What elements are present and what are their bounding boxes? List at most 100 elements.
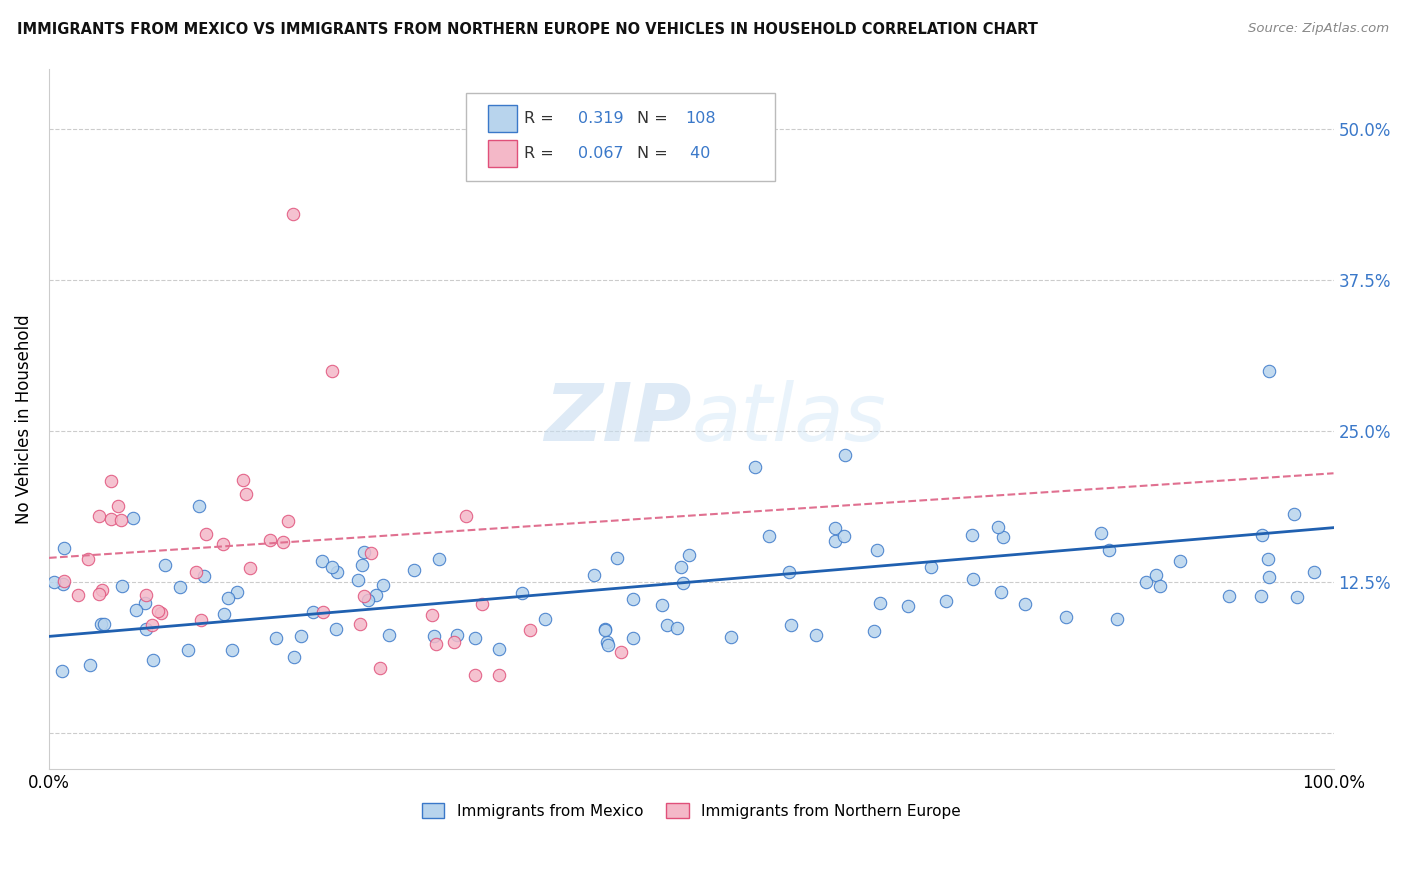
Point [657, 618, 679, 632]
Point [869, 596, 891, 610]
Point [135, 622, 157, 636]
Point [290, 629, 312, 643]
Point [1105, 612, 1128, 626]
Point [669, 560, 692, 574]
Point [259, 533, 281, 548]
Point [325, 623, 347, 637]
Point [52, 541, 75, 555]
Point [993, 531, 1015, 545]
Point [212, 536, 235, 550]
Point [463, 668, 485, 682]
Point [357, 592, 380, 607]
Point [232, 473, 254, 487]
FancyBboxPatch shape [488, 140, 516, 167]
Point [135, 588, 157, 602]
Point [188, 500, 211, 514]
Point [134, 596, 156, 610]
Point [371, 578, 394, 592]
Point [212, 607, 235, 621]
Point [107, 499, 129, 513]
Point [283, 650, 305, 665]
Point [744, 460, 766, 475]
Point [79, 657, 101, 672]
Point [779, 617, 801, 632]
Point [193, 569, 215, 583]
Point [920, 560, 942, 574]
Point [311, 554, 333, 568]
Point [90, 582, 112, 597]
Point [990, 584, 1012, 599]
Point [110, 513, 132, 527]
Point [423, 629, 446, 643]
Point [758, 529, 780, 543]
Point [87, 508, 110, 523]
Point [122, 511, 145, 525]
Point [368, 660, 391, 674]
Point [42, 575, 65, 590]
Text: 0.067: 0.067 [578, 145, 624, 161]
Point [264, 631, 287, 645]
Point [349, 617, 371, 632]
Point [897, 599, 920, 613]
Point [366, 588, 388, 602]
Point [1090, 526, 1112, 541]
Point [1135, 574, 1157, 589]
Point [598, 639, 620, 653]
Point [1258, 363, 1281, 377]
Point [1258, 570, 1281, 584]
Point [326, 566, 349, 580]
Point [1144, 568, 1167, 582]
Point [778, 565, 800, 579]
Point [378, 628, 401, 642]
Point [621, 591, 644, 606]
Text: ZIP: ZIP [544, 380, 692, 458]
Point [217, 591, 239, 606]
Point [488, 668, 510, 682]
Point [321, 363, 343, 377]
Point [150, 606, 173, 620]
Point [221, 643, 243, 657]
Point [350, 558, 373, 572]
Point [111, 580, 134, 594]
Point [277, 514, 299, 528]
Point [184, 566, 207, 580]
Point [100, 474, 122, 488]
Point [987, 520, 1010, 534]
Point [1098, 542, 1121, 557]
Point [420, 608, 443, 623]
Point [866, 542, 889, 557]
Point [321, 560, 343, 574]
Point [672, 576, 695, 591]
Text: N =: N = [637, 145, 668, 161]
Text: 40: 40 [685, 145, 710, 161]
Point [960, 528, 983, 542]
Point [582, 567, 605, 582]
Point [534, 612, 557, 626]
Point [824, 521, 846, 535]
Point [1282, 507, 1305, 521]
Point [605, 551, 627, 566]
Point [666, 622, 689, 636]
Text: 0.319: 0.319 [578, 111, 624, 126]
Point [596, 634, 619, 648]
Point [67, 588, 90, 602]
Point [425, 637, 447, 651]
Point [100, 512, 122, 526]
Text: 108: 108 [685, 111, 716, 126]
Point [77, 552, 100, 566]
Point [834, 448, 856, 462]
Point [281, 206, 304, 220]
Point [427, 552, 450, 566]
Point [621, 632, 644, 646]
Point [360, 546, 382, 560]
Point [235, 487, 257, 501]
Point [142, 653, 165, 667]
Y-axis label: No Vehicles in Household: No Vehicles in Household [15, 314, 32, 524]
Point [1251, 528, 1274, 542]
Point [446, 628, 468, 642]
Point [301, 605, 323, 619]
Point [510, 586, 533, 600]
Point [153, 558, 176, 572]
Point [1014, 597, 1036, 611]
Text: R =: R = [524, 111, 554, 126]
